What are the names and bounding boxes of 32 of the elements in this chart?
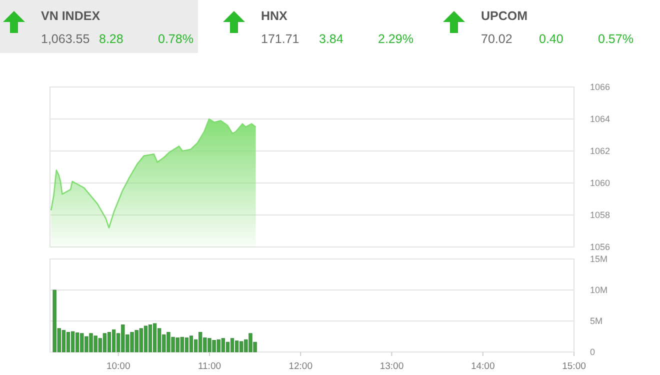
x-tick-label: 11:00 (198, 361, 222, 372)
y-tick-label: 1060 (590, 178, 610, 188)
text: 3.84 (319, 32, 344, 46)
y-tick-label: 1058 (590, 210, 610, 220)
bar (230, 338, 234, 352)
text: UPCOM (481, 9, 528, 23)
text: 8.28 (99, 32, 124, 46)
x-tick-label: 12:00 (288, 361, 312, 372)
y-tick-label: 1066 (590, 82, 610, 92)
text: HNX (261, 9, 288, 23)
y-tick-label: 10M (590, 285, 608, 296)
text: VN INDEX (41, 9, 101, 23)
text: 0.57% (598, 32, 634, 46)
y-tick-label: 0 (590, 347, 596, 358)
text: 2.29% (378, 32, 414, 46)
text: 0.78% (158, 32, 194, 46)
x-tick-label: 10:00 (106, 361, 130, 372)
y-tick-label: 1062 (590, 146, 610, 156)
bar (148, 324, 152, 352)
text: 70.02 (481, 32, 512, 46)
bar (189, 336, 194, 352)
text: 171.71 (261, 32, 300, 46)
x-tick-label: 14:00 (470, 361, 495, 372)
x-tick-label: 13:00 (380, 361, 404, 372)
bar (107, 332, 112, 352)
y-tick-label: 1064 (590, 114, 610, 124)
text: 0.40 (539, 32, 564, 46)
y-tick-label: 5M (590, 316, 603, 326)
y-tick-label: 1056 (590, 242, 610, 252)
x-tick-label: 15:00 (562, 361, 586, 372)
y-tick-label: 15M (590, 254, 608, 264)
text: 1,063.55 (41, 32, 90, 46)
